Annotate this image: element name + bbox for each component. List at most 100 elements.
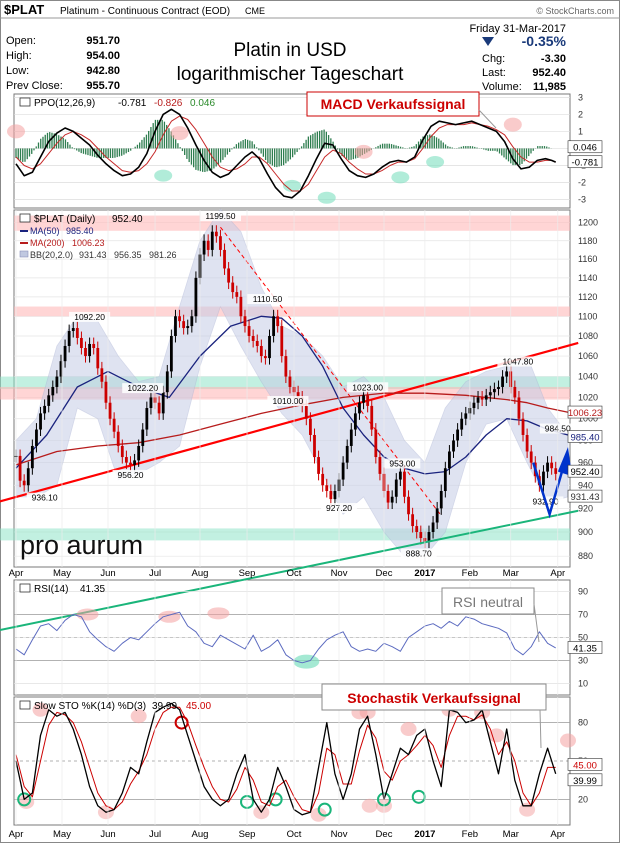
- price-bar-body: [321, 473, 325, 486]
- price-bar-body: [75, 328, 79, 338]
- high-label: High:: [6, 50, 32, 62]
- price-legend-name: $PLAT (Daily): [34, 214, 95, 225]
- month-label-bottom-6: Oct: [287, 829, 302, 840]
- price-bar-body: [329, 490, 333, 500]
- ppo-legend-value-2: -0.826: [154, 98, 183, 109]
- price-bar-body: [431, 522, 435, 533]
- open-value: 951.70: [86, 35, 120, 47]
- sto-annotation: Stochastik Verkaufssignal: [347, 690, 521, 706]
- peak-label-2: 1092.20: [74, 312, 105, 322]
- bb-legend: BB(20,2.0): [30, 250, 73, 260]
- month-label-8: Dec: [376, 568, 393, 579]
- price-bar-body: [247, 326, 251, 336]
- rsi-tick-70: 70: [578, 610, 588, 620]
- sto-low-highlight-3: [310, 807, 327, 822]
- price-tick-940: 940: [578, 480, 593, 490]
- price-bar-body: [480, 397, 484, 400]
- quote-day: Friday: [469, 23, 500, 35]
- support-band-0: [0, 528, 570, 541]
- price-bar-body: [472, 402, 476, 409]
- price-bar-body: [165, 371, 169, 393]
- rsi-line: [15, 611, 556, 664]
- price-bar-body: [120, 445, 124, 458]
- price-bar-body: [284, 356, 288, 377]
- ppo-tick--2: -2: [578, 177, 586, 187]
- open-label: Open:: [6, 35, 36, 47]
- change-percent: -0.35%: [522, 33, 567, 49]
- price-bar-body: [202, 240, 206, 255]
- price-bar-body: [268, 335, 271, 359]
- price-bar-body: [272, 316, 275, 336]
- peak-label-bg: [69, 311, 111, 322]
- price-bar-body: [484, 395, 488, 400]
- month-label-10: Feb: [462, 568, 478, 579]
- chg-value: -3.30: [541, 53, 566, 65]
- ppo-signal-line: [15, 115, 556, 192]
- price-bar-body: [296, 392, 300, 398]
- month-label-bottom-12: Apr: [550, 829, 565, 840]
- month-label-bottom-10: Feb: [462, 829, 478, 840]
- price-bar-body: [71, 328, 75, 332]
- price-axis-label-last-box: [567, 464, 603, 478]
- bb-legend-value-2: 956.35: [114, 250, 142, 260]
- ma50-legend-value: 985.40: [66, 226, 94, 236]
- price-axis-label-ma50: 985.40: [570, 433, 599, 444]
- month-label-1: May: [53, 568, 71, 579]
- last-label: Last:: [482, 67, 506, 79]
- price-bar-body: [313, 434, 316, 458]
- sto-tick-80: 80: [578, 718, 588, 728]
- sto-axis-label-d-box: [567, 758, 603, 771]
- month-label-3: Jul: [149, 568, 161, 579]
- price-bar-body: [96, 347, 100, 369]
- quote-date: 31-Mar-2017: [503, 23, 566, 35]
- high-value: 954.00: [86, 50, 120, 62]
- price-bar-body: [206, 240, 210, 250]
- sto-high-highlight-1: [130, 709, 147, 724]
- peak-label-6: 1010.00: [273, 396, 304, 406]
- rsi-legend-value: 41.35: [80, 584, 105, 595]
- price-axis-label-ma200: 1006.23: [568, 408, 602, 419]
- price-bar-body: [243, 316, 247, 327]
- low-value: 942.80: [86, 65, 120, 77]
- sto-axis-label-d: 45.00: [573, 760, 597, 771]
- sto-legend-value-2: 45.00: [186, 701, 211, 712]
- ppo-trough-highlight-3: [391, 171, 410, 184]
- price-bar-body: [22, 480, 26, 486]
- price-bar-body: [546, 462, 549, 472]
- price-bar-body: [59, 361, 63, 377]
- rsi-legend: RSI(14) 41.35: [19, 583, 105, 595]
- rsi-legend-name: RSI(14): [34, 584, 68, 595]
- peak-label-bg: [112, 469, 149, 480]
- price-tick-1080: 1080: [578, 331, 598, 341]
- rsi-axis-label-box: [567, 641, 603, 654]
- sto-legend: Slow STO %K(14) %D(3) 39.99 45.00: [19, 700, 211, 712]
- month-label-bottom-1: May: [53, 829, 71, 840]
- ppo-trough-highlight-2: [317, 191, 336, 204]
- month-label-2: Jun: [100, 568, 115, 579]
- sto-low-highlight-6: [519, 802, 536, 817]
- price-bar-body: [345, 445, 349, 463]
- month-label-12: Apr: [550, 568, 565, 579]
- sto-buy-signal-3: [317, 802, 332, 817]
- price-bar-body: [415, 526, 419, 533]
- price-bar-body: [505, 371, 509, 377]
- price-bar-body: [231, 282, 235, 293]
- price-bar-body: [419, 532, 423, 539]
- price-bar-body: [174, 316, 177, 336]
- price-bar-body: [280, 326, 284, 357]
- down-arrow-icon: [482, 37, 494, 46]
- price-bar-body: [362, 395, 365, 403]
- price-bar-body: [84, 347, 87, 357]
- month-label-bottom-2: Jun: [100, 829, 115, 840]
- price-bar-body: [51, 386, 55, 396]
- ppo-peak-highlight-0: [7, 124, 25, 139]
- price-tick-1020: 1020: [578, 392, 598, 402]
- price-axis-label-bb-lower-box: [567, 489, 603, 503]
- price-bar-body: [223, 249, 226, 269]
- sto-legend-value-1: 39.99: [152, 701, 177, 712]
- price-bar-body: [407, 496, 410, 515]
- chart-header: $PLAT Platinum - Continuous Contract (EO…: [0, 2, 620, 93]
- price-bar-body: [186, 326, 190, 329]
- price-tick-960: 960: [578, 458, 593, 468]
- ppo-tick-3: 3: [578, 92, 583, 102]
